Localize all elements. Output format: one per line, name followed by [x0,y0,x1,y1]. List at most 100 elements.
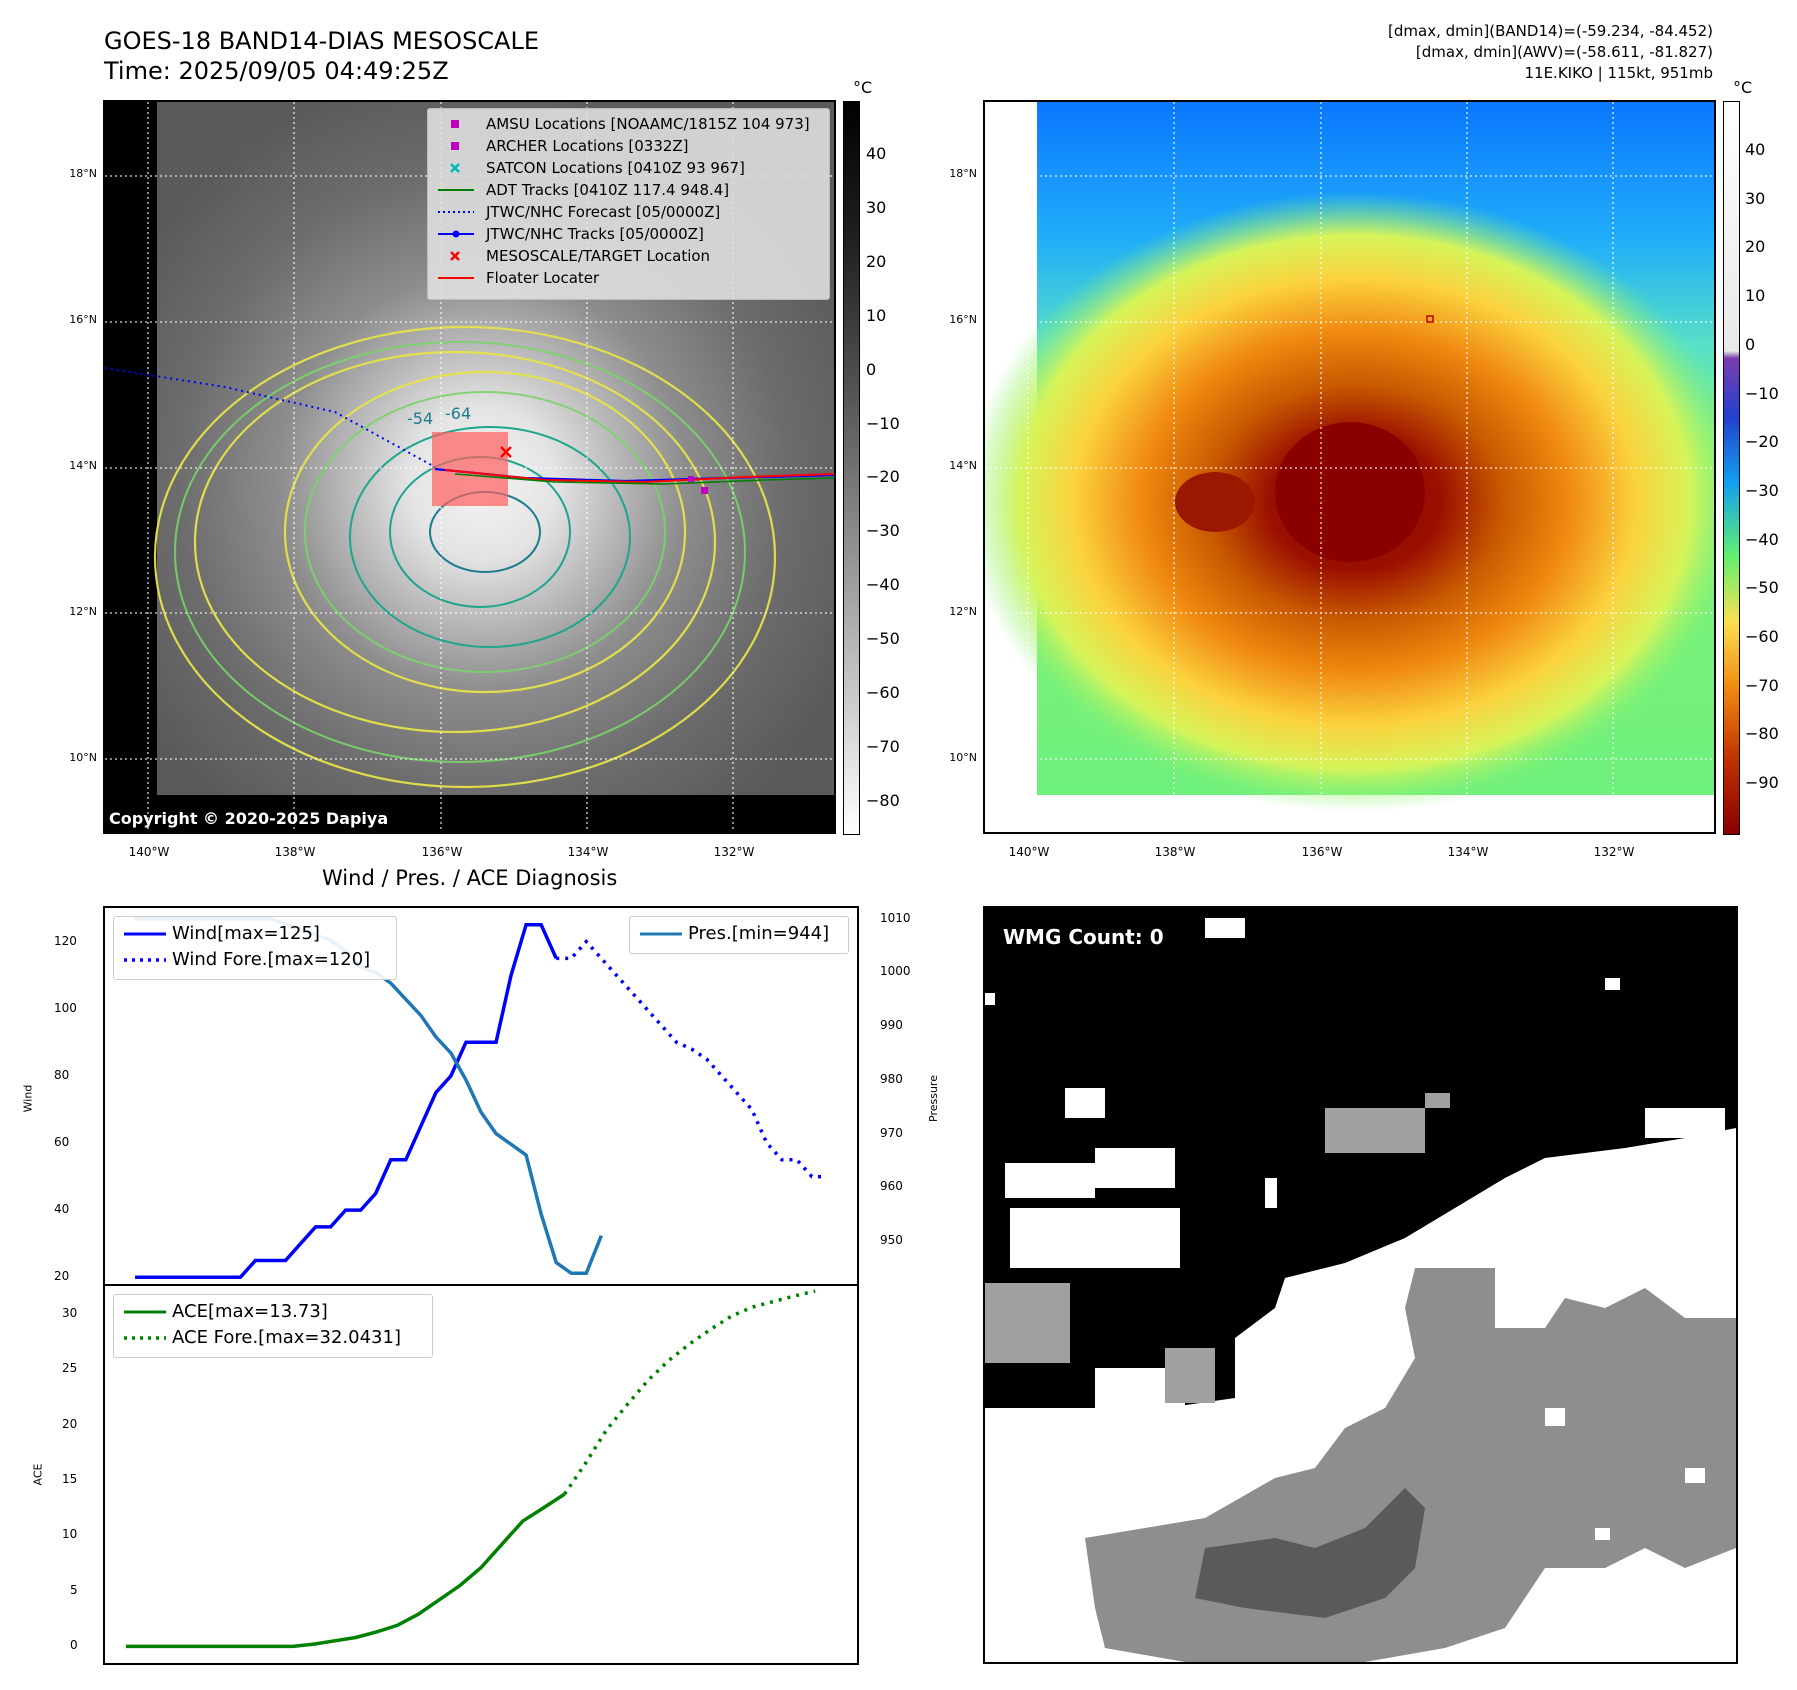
copyright-text: Copyright © 2020-2025 Dapiya [109,809,389,828]
lon-label: 136°W [421,845,463,859]
colorbar-tick: −90 [1745,773,1779,793]
wind-legend: Wind[max=125] Wind Fore.[max=120] [113,916,397,980]
line-dot-icon [438,230,474,238]
ace-tick: 0 [70,1638,78,1653]
info-band14: [dmax, dmin](BAND14)=(-59.234, -84.452) [1388,22,1713,40]
wmg-image [985,908,1736,1662]
wind-tick: 40 [54,1202,70,1217]
colorbar-tick: −80 [1745,724,1779,744]
lat-label: 14°N [949,459,977,472]
lon-label: 132°W [1593,845,1635,859]
contour-label-54: -54 [407,409,433,428]
lat-label: 16°N [949,313,977,326]
lon-label: 140°W [1008,845,1050,859]
info-awv: [dmax, dmin](AWV)=(-58.611, -81.827) [1415,43,1713,61]
ace-forecast-line [563,1289,816,1496]
colorbar-tick: −70 [866,736,900,756]
diagnosis-title: Wind / Pres. / ACE Diagnosis [322,866,618,890]
wind-line [135,923,558,1280]
colorbar-tick: 10 [1745,286,1766,306]
colorbar-tick: −40 [866,575,900,595]
colorbar-right [1723,101,1740,835]
ace-chart: ACE[max=13.73] ACE Fore.[max=32.0431] [103,1284,859,1665]
wind-forecast-line [556,938,827,1179]
lat-label: 10°N [69,751,97,764]
colorbar-tick: 0 [1745,334,1756,354]
pressure-tick: 970 [880,1125,903,1140]
colorbar-tick: −40 [1745,529,1779,549]
page-title: GOES-18 BAND14-DIAS MESOSCALE [104,27,540,55]
ace-tick: 10 [62,1527,78,1542]
pressure-tick: 1010 [880,910,911,925]
dotted-line-icon [124,958,166,962]
pressure-tick: 960 [880,1179,903,1194]
colorbar-tick: 0 [866,359,877,379]
colorbar-tick: 10 [866,305,887,325]
ace-tick: 5 [70,1582,78,1597]
colorbar-tick: −60 [1745,627,1779,646]
wind-axis-label: Wind [21,1084,35,1113]
pressure-axis-label: Pressure [926,1075,940,1122]
x-marker-icon [450,163,460,173]
wind-tick: 120 [54,933,77,948]
wind-tick: 20 [54,1269,70,1284]
x-marker-icon [450,251,460,261]
colorbar-unit-left: °C [853,78,873,97]
colorbar-tick: 20 [1745,237,1766,257]
pressure-tick: 1000 [880,964,911,979]
lat-label: 12°N [949,605,977,618]
line-icon [124,932,166,936]
colorbar-tick: −20 [1745,432,1779,452]
awv-map-image [985,102,1714,832]
pressure-legend: Pres.[min=944] [629,916,849,954]
wmg-panel: WMG Count: 0 [983,906,1738,1664]
lat-label: 18°N [69,167,97,180]
pressure-tick: 990 [880,1018,903,1033]
lat-label: 18°N [949,167,977,180]
dotted-line-icon [124,1336,166,1340]
colorbar-tick: 40 [1745,140,1766,159]
dotted-line-icon [438,211,474,213]
line-icon [124,1310,166,1314]
wind-tick: 60 [54,1135,70,1149]
ace-axis-label: ACE [31,1463,45,1486]
colorbar-tick: 30 [866,197,887,217]
map-legend: AMSU Locations [NOAAMC/1815Z 104 973] AR… [427,108,830,300]
lat-label: 16°N [69,313,97,326]
line-icon [438,189,474,191]
ace-line [125,1492,566,1649]
lon-label: 134°W [1447,845,1489,859]
page-time: Time: 2025/09/05 04:49:25Z [104,57,449,85]
lon-label: 132°W [713,845,755,859]
contour-label-64: -64 [445,404,471,423]
colorbar-tick: −10 [866,413,900,433]
colorbar-left [843,101,860,835]
lon-label: 134°W [567,845,609,859]
colorbar-tick: 30 [1745,188,1766,208]
colorbar-tick: 20 [866,251,887,271]
lon-label: 140°W [128,845,170,859]
colorbar-tick: 40 [866,144,887,163]
lat-label: 10°N [949,751,977,764]
lat-label: 12°N [69,605,97,618]
awv-map-panel [983,100,1716,834]
ir-map-panel: -54 -64 AMSU Locations [NOAAMC/1815Z 104… [103,100,836,834]
colorbar-tick: −70 [1745,675,1779,695]
colorbar-tick: −10 [1745,383,1779,403]
colorbar-tick: −50 [1745,578,1779,598]
colorbar-unit-right: °C [1733,78,1753,97]
line-icon [438,277,474,279]
pressure-tick: 980 [880,1071,903,1086]
ace-tick: 20 [62,1416,78,1431]
colorbar-tick: −80 [866,790,900,810]
colorbar-tick: −30 [866,521,900,541]
ace-tick: 25 [62,1361,78,1376]
line-icon [640,932,682,936]
info-storm: 11E.KIKO | 115kt, 951mb [1524,64,1713,82]
colorbar-tick: −50 [866,629,900,649]
wind-tick: 100 [54,1000,77,1015]
colorbar-tick: −30 [1745,480,1779,500]
wind-tick: 80 [54,1067,70,1082]
ace-tick: 15 [62,1472,78,1487]
wind-pressure-chart: Wind[max=125] Wind Fore.[max=120] Pres.[… [103,906,859,1286]
